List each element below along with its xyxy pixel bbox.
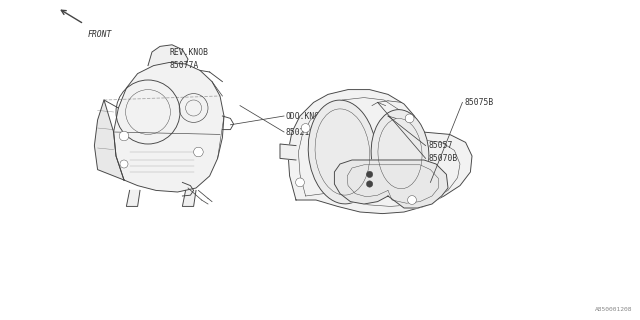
Circle shape bbox=[367, 171, 373, 178]
Polygon shape bbox=[114, 62, 224, 192]
Polygon shape bbox=[95, 100, 124, 180]
Circle shape bbox=[408, 196, 417, 204]
Text: FRONT: FRONT bbox=[88, 30, 113, 39]
Polygon shape bbox=[148, 45, 188, 66]
Text: 85075B: 85075B bbox=[464, 98, 493, 107]
Circle shape bbox=[367, 181, 373, 187]
Text: 85070B: 85070B bbox=[428, 154, 457, 163]
Polygon shape bbox=[335, 160, 448, 208]
Polygon shape bbox=[288, 90, 472, 214]
Polygon shape bbox=[127, 190, 140, 206]
Ellipse shape bbox=[371, 110, 429, 197]
Circle shape bbox=[296, 178, 305, 187]
Text: REV.KNOB: REV.KNOB bbox=[170, 47, 209, 57]
Text: A850001208: A850001208 bbox=[595, 307, 632, 312]
Circle shape bbox=[120, 160, 128, 168]
Text: 85077A: 85077A bbox=[170, 61, 199, 70]
Text: 85057: 85057 bbox=[428, 141, 452, 150]
Circle shape bbox=[194, 147, 204, 157]
Circle shape bbox=[301, 124, 310, 132]
Circle shape bbox=[119, 131, 129, 141]
Ellipse shape bbox=[308, 100, 376, 204]
Polygon shape bbox=[280, 144, 296, 160]
Polygon shape bbox=[182, 190, 196, 206]
Text: ODO.KNOB: ODO.KNOB bbox=[285, 111, 324, 121]
Circle shape bbox=[405, 114, 414, 123]
Text: 85021: 85021 bbox=[285, 127, 310, 137]
